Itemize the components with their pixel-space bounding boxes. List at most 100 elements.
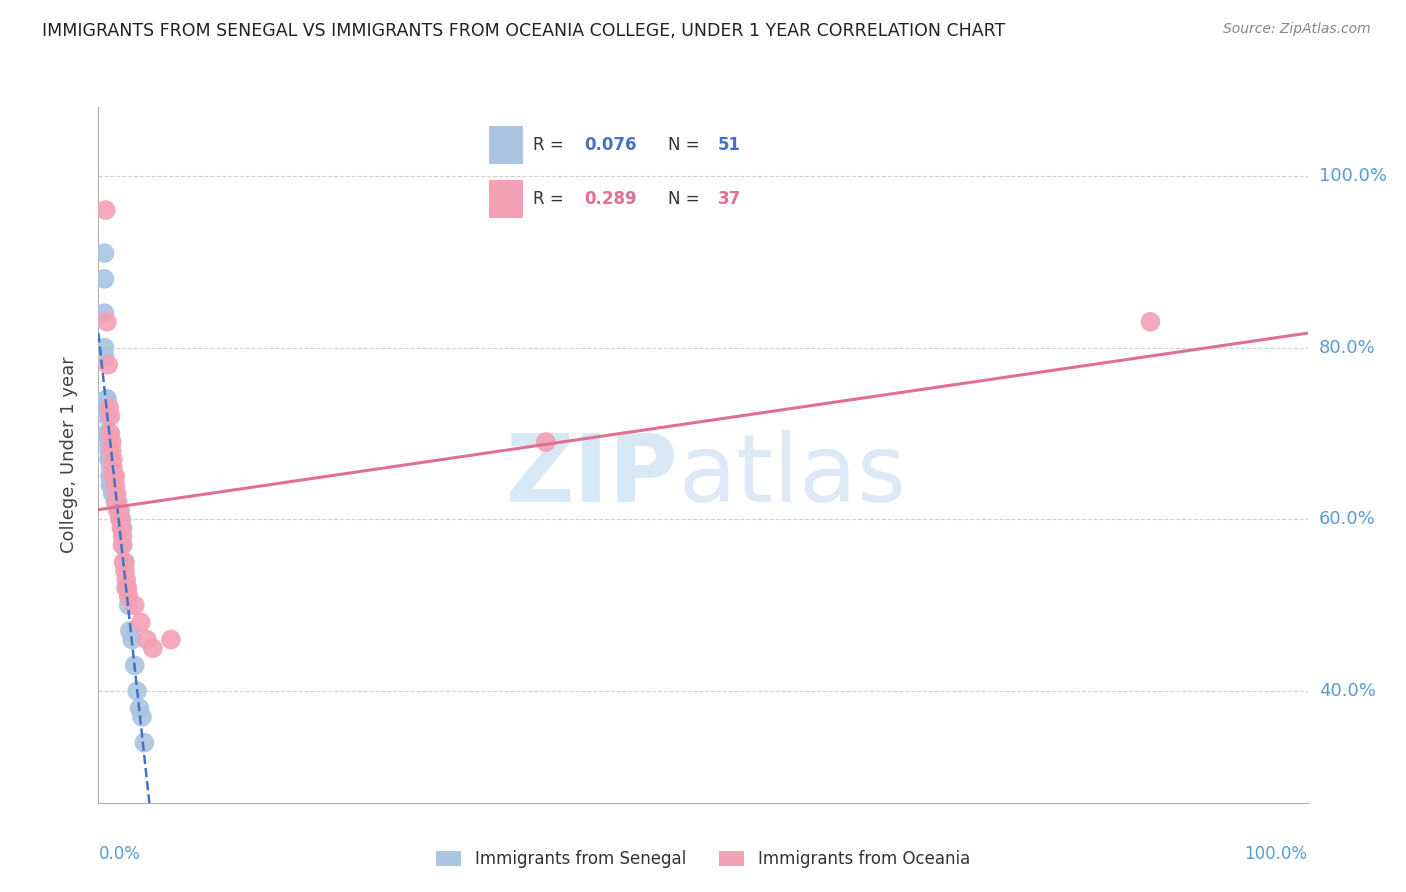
Point <box>112 555 135 569</box>
Point <box>103 486 125 500</box>
Point <box>105 495 128 509</box>
Point <box>124 599 146 613</box>
Point <box>103 469 125 483</box>
Point <box>134 736 156 750</box>
Point <box>100 469 122 483</box>
Point <box>98 452 121 467</box>
Point <box>93 341 115 355</box>
Point <box>128 701 150 715</box>
Point <box>100 478 122 492</box>
Point <box>93 349 115 363</box>
Point <box>96 426 118 441</box>
Point <box>107 504 129 518</box>
Point <box>108 512 131 526</box>
Point <box>103 486 125 500</box>
Point <box>115 581 138 595</box>
Point <box>108 512 131 526</box>
Point <box>127 684 149 698</box>
Point <box>135 632 157 647</box>
Point <box>100 452 122 467</box>
Point <box>100 443 122 458</box>
Point <box>103 486 125 500</box>
Point <box>101 460 124 475</box>
Point <box>1139 315 1161 329</box>
Text: IMMIGRANTS FROM SENEGAL VS IMMIGRANTS FROM OCEANIA COLLEGE, UNDER 1 YEAR CORRELA: IMMIGRANTS FROM SENEGAL VS IMMIGRANTS FR… <box>42 22 1005 40</box>
Point <box>97 426 120 441</box>
Legend: Immigrants from Senegal, Immigrants from Oceania: Immigrants from Senegal, Immigrants from… <box>430 843 976 874</box>
Point <box>118 624 141 638</box>
Point <box>108 504 131 518</box>
Point <box>111 521 134 535</box>
Point <box>110 512 132 526</box>
Point <box>112 555 135 569</box>
Point <box>104 495 127 509</box>
Point <box>101 452 124 467</box>
Point <box>108 504 131 518</box>
Point <box>103 469 125 483</box>
Point <box>111 529 134 543</box>
Point <box>100 478 122 492</box>
Point <box>100 460 122 475</box>
Point <box>108 504 131 518</box>
Point <box>129 615 152 630</box>
Point <box>96 401 118 415</box>
Point <box>160 632 183 647</box>
Text: 100.0%: 100.0% <box>1319 167 1386 185</box>
Point <box>96 392 118 406</box>
Point <box>98 443 121 458</box>
Point <box>101 486 124 500</box>
Point <box>111 538 134 552</box>
Point <box>121 632 143 647</box>
Text: atlas: atlas <box>679 430 907 522</box>
Point <box>100 409 122 424</box>
Point <box>118 599 141 613</box>
Point <box>118 590 141 604</box>
Point <box>117 581 139 595</box>
Point <box>96 315 118 329</box>
Point <box>114 564 136 578</box>
Point <box>107 495 129 509</box>
Point <box>110 521 132 535</box>
Text: Source: ZipAtlas.com: Source: ZipAtlas.com <box>1223 22 1371 37</box>
Text: 60.0%: 60.0% <box>1319 510 1375 528</box>
Point <box>114 555 136 569</box>
Text: ZIP: ZIP <box>506 430 679 522</box>
Point <box>98 452 121 467</box>
Point <box>100 469 122 483</box>
Point <box>142 641 165 656</box>
Point <box>105 495 128 509</box>
Point <box>100 478 122 492</box>
Point <box>104 478 127 492</box>
Point <box>96 409 118 424</box>
Point <box>98 443 121 458</box>
Point <box>97 435 120 450</box>
Point <box>115 581 138 595</box>
Point <box>104 469 127 483</box>
Point <box>115 573 138 587</box>
Point <box>94 203 117 218</box>
Point <box>93 246 115 260</box>
Text: 40.0%: 40.0% <box>1319 682 1375 700</box>
Point <box>100 426 122 441</box>
Text: 80.0%: 80.0% <box>1319 339 1375 357</box>
Point <box>100 469 122 483</box>
Point <box>96 392 118 406</box>
Point <box>111 538 134 552</box>
Point <box>124 658 146 673</box>
Point <box>100 469 122 483</box>
Point <box>105 486 128 500</box>
Point <box>105 495 128 509</box>
Point <box>100 435 122 450</box>
Point <box>93 306 115 320</box>
Point <box>131 710 153 724</box>
Point <box>534 435 557 450</box>
Point <box>101 486 124 500</box>
Point <box>93 272 115 286</box>
Point <box>97 358 120 372</box>
Text: 0.0%: 0.0% <box>98 845 141 863</box>
Point <box>100 469 122 483</box>
Point <box>100 478 122 492</box>
Text: 100.0%: 100.0% <box>1244 845 1308 863</box>
Point <box>98 401 121 415</box>
Y-axis label: College, Under 1 year: College, Under 1 year <box>59 357 77 553</box>
